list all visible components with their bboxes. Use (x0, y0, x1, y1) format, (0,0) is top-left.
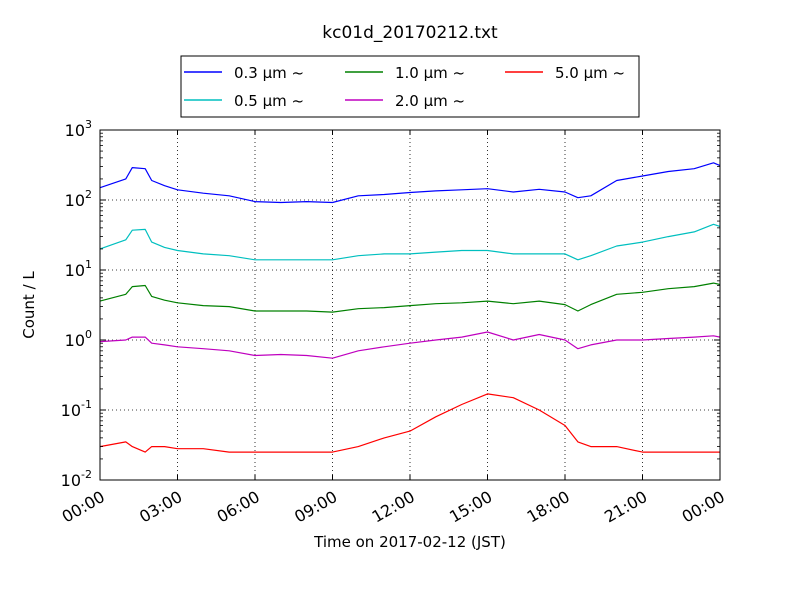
y-tick-label: 102 (65, 188, 92, 210)
y-tick-label: 103 (65, 118, 92, 140)
y-tick-label: 100 (65, 328, 92, 350)
legend-label: 0.5 μm ~ (234, 92, 304, 110)
legend-box (180, 55, 640, 118)
y-tick-label: 10-1 (61, 398, 92, 420)
chart-title: kc01d_20170212.txt (322, 23, 498, 43)
series-line-10 (99, 282, 721, 313)
series-line-03 (99, 162, 721, 204)
y-tick-label: 101 (65, 258, 92, 280)
series-lines (99, 162, 721, 453)
y-tick-labels: 10-2 10-1 100 101 102 103 (61, 118, 92, 490)
y-tick-label: 10-2 (61, 468, 92, 490)
series-line-05 (99, 223, 721, 261)
x-axis-label: Time on 2017-02-12 (JST) (313, 533, 506, 551)
legend: 0.3 μm ~ 0.5 μm ~ 1.0 μm ~ 2.0 μm ~ 5.0 μm ~ (180, 55, 640, 118)
series-line-50 (99, 393, 720, 453)
series-line-20 (99, 331, 721, 359)
legend-label: 1.0 μm ~ (395, 64, 465, 82)
legend-label: 0.3 μm ~ (234, 64, 304, 82)
axis-ticks (99, 129, 721, 481)
y-axis-label: Count / L (20, 271, 38, 339)
legend-label: 5.0 μm ~ (555, 64, 625, 82)
legend-label: 2.0 μm ~ (395, 92, 465, 110)
